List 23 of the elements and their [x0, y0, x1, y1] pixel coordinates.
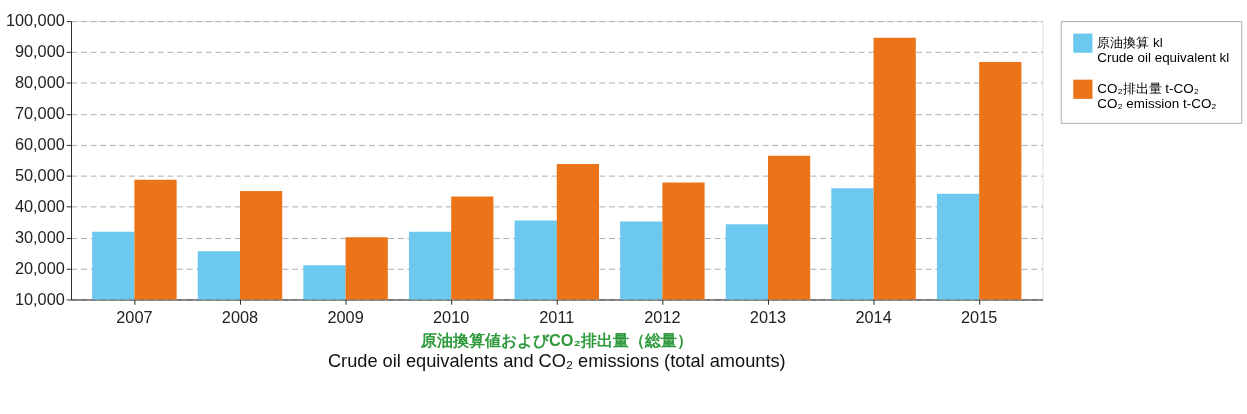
y-tick-label: 100,000: [5, 11, 65, 30]
x-tick-label: 2011: [539, 308, 575, 327]
y-tick-label: 60,000: [14, 135, 65, 154]
y-tick-label: 10,000: [14, 289, 65, 308]
legend-label: CO₂排出量 t-CO₂ CO₂ emission t-CO₂: [1097, 81, 1217, 112]
text: Crude oil equivalents and CO₂ emissions (total amounts): [327, 349, 786, 371]
x-tick-label: 2013: [749, 308, 787, 327]
x-tick-label: 2008: [221, 308, 259, 327]
x-tick-label: 2007: [116, 308, 153, 327]
x-tick-label: 2010: [433, 308, 470, 327]
y-tick-label: 80,000: [14, 73, 65, 92]
x-tick-label: 2012: [644, 308, 681, 327]
y-tick-label: 20,000: [14, 258, 65, 277]
y-tick-label: 90,000: [14, 42, 65, 61]
y-tick-label: 40,000: [14, 196, 65, 215]
x-tick-label: 2014: [855, 308, 892, 327]
text: 原油換算値およびCO₂排出量（総量）: [419, 330, 693, 350]
legend-label: 原油換算 kl Crude oil equivalent kl: [1097, 35, 1230, 66]
y-tick-label: 70,000: [14, 104, 65, 123]
x-tick-label: 2009: [327, 308, 364, 327]
x-tick-label: 2015: [961, 308, 998, 327]
y-tick-label: 30,000: [14, 227, 65, 246]
y-tick-label: 50,000: [14, 166, 65, 185]
